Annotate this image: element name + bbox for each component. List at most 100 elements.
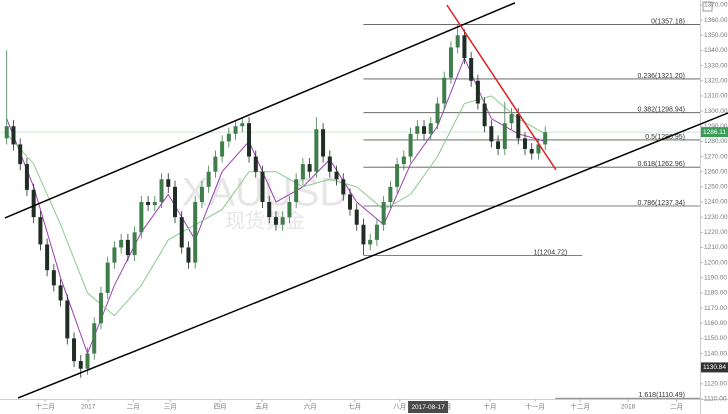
y-tick-label: 1180.00 (704, 290, 727, 297)
x-tick-label: 十月 (484, 402, 497, 411)
price-tag: 1286.11 (703, 129, 726, 136)
candle-body (146, 202, 151, 206)
candle-body (327, 156, 332, 172)
candle-body (253, 156, 258, 172)
candle-body (139, 202, 144, 233)
y-tick-label: 1110.00 (704, 396, 727, 403)
candle-body (193, 202, 198, 263)
candle-body (85, 353, 90, 369)
candle-body (152, 202, 157, 206)
x-tick-label: 八月 (393, 403, 406, 411)
y-tick-label: 1220.00 (704, 229, 728, 236)
candle-body (509, 114, 514, 124)
candle-body (173, 186, 177, 218)
trendline (17, 112, 728, 399)
x-tick-label: 2018 (621, 404, 636, 411)
y-tick-label: 1150.00 (704, 335, 727, 342)
candle-body (112, 247, 117, 263)
candle-body (72, 338, 77, 362)
candle-body (415, 126, 420, 134)
candle-body (78, 361, 83, 369)
x-tick-label: 二月 (127, 403, 140, 411)
candle-body (273, 217, 278, 225)
candle-body (502, 123, 507, 149)
candle-body (536, 144, 541, 154)
y-tick-label: 1140.00 (704, 350, 727, 357)
y-tick-label: 1320.00 (704, 77, 728, 84)
candle-body (314, 129, 319, 172)
x-tick-label: 三月 (164, 403, 177, 411)
price-tag-bg (701, 362, 728, 373)
x-tick-label: 七月 (348, 402, 361, 411)
candle-body (247, 123, 252, 157)
trendline (446, 4, 557, 171)
candle-body (368, 239, 373, 245)
moving-average (6, 95, 546, 317)
candle-body (11, 126, 16, 145)
candle-body (523, 138, 527, 149)
crosshair-label-bg (408, 401, 449, 413)
y-tick-label: 1290.00 (704, 123, 728, 130)
candle-body (341, 179, 346, 195)
candle-body (65, 300, 70, 339)
settings-icon[interactable] (702, 1, 713, 12)
candle-body (469, 58, 474, 81)
candle-body (300, 164, 305, 180)
y-tick-label: 1370.00 (704, 2, 728, 9)
candle-body (24, 164, 29, 190)
y-tick-label: 1270.00 (704, 153, 728, 160)
candle-body (213, 156, 218, 172)
y-tick-label: 1230.00 (704, 214, 728, 221)
candle-body (4, 126, 9, 139)
y-tick-label: 1250.00 (704, 184, 728, 191)
candle-body (307, 164, 312, 172)
candle-body (381, 202, 386, 225)
y-tick-label: 1200.00 (704, 259, 728, 266)
candle-body (267, 202, 272, 218)
candle-body (388, 186, 393, 202)
candle-body (206, 171, 211, 187)
candle-body (38, 217, 43, 245)
candle-body (482, 103, 487, 127)
candle-body (92, 323, 97, 354)
y-tick-label: 1300.00 (704, 108, 728, 115)
y-tick-label: 1330.00 (704, 62, 728, 69)
candle-body (496, 141, 501, 149)
candle-body (51, 270, 56, 286)
candle-body (348, 194, 352, 210)
candle-body (448, 47, 453, 78)
fib-label: 0.618(1262.96) (638, 161, 685, 168)
candle-body (240, 123, 245, 127)
candle-body (186, 247, 191, 263)
y-tick-label: 1260.00 (704, 168, 728, 175)
candle-body (166, 179, 171, 187)
x-tick-label: 六月 (304, 402, 317, 411)
fib-label: 0.5(1280.95) (645, 134, 685, 141)
y-tick-label: 1240.00 (704, 199, 728, 206)
fib-label: 0.786(1237.34) (638, 200, 685, 207)
candle-body (422, 126, 427, 134)
candle-body (98, 292, 103, 324)
candle-body (45, 244, 50, 271)
y-tick-label: 1190.00 (704, 274, 727, 281)
candle-body (199, 186, 204, 202)
candle-body (119, 239, 124, 248)
moving-average (6, 56, 546, 355)
candle-body (132, 232, 137, 256)
candle-body (354, 209, 359, 225)
candle-body (334, 171, 339, 180)
candle-body (529, 148, 534, 154)
candle-body (226, 133, 231, 142)
candle-body (395, 164, 400, 187)
candle-body (280, 217, 285, 225)
candle-body (233, 126, 238, 134)
y-tick-label: 1120.00 (704, 381, 727, 388)
y-tick-label: 1210.00 (704, 244, 728, 251)
y-tick-label: 1280.00 (704, 138, 728, 145)
candle-body (462, 35, 467, 59)
candle-body (220, 141, 225, 157)
candle-body (321, 129, 326, 157)
candle-body (159, 179, 164, 202)
trendline (4, 2, 516, 219)
